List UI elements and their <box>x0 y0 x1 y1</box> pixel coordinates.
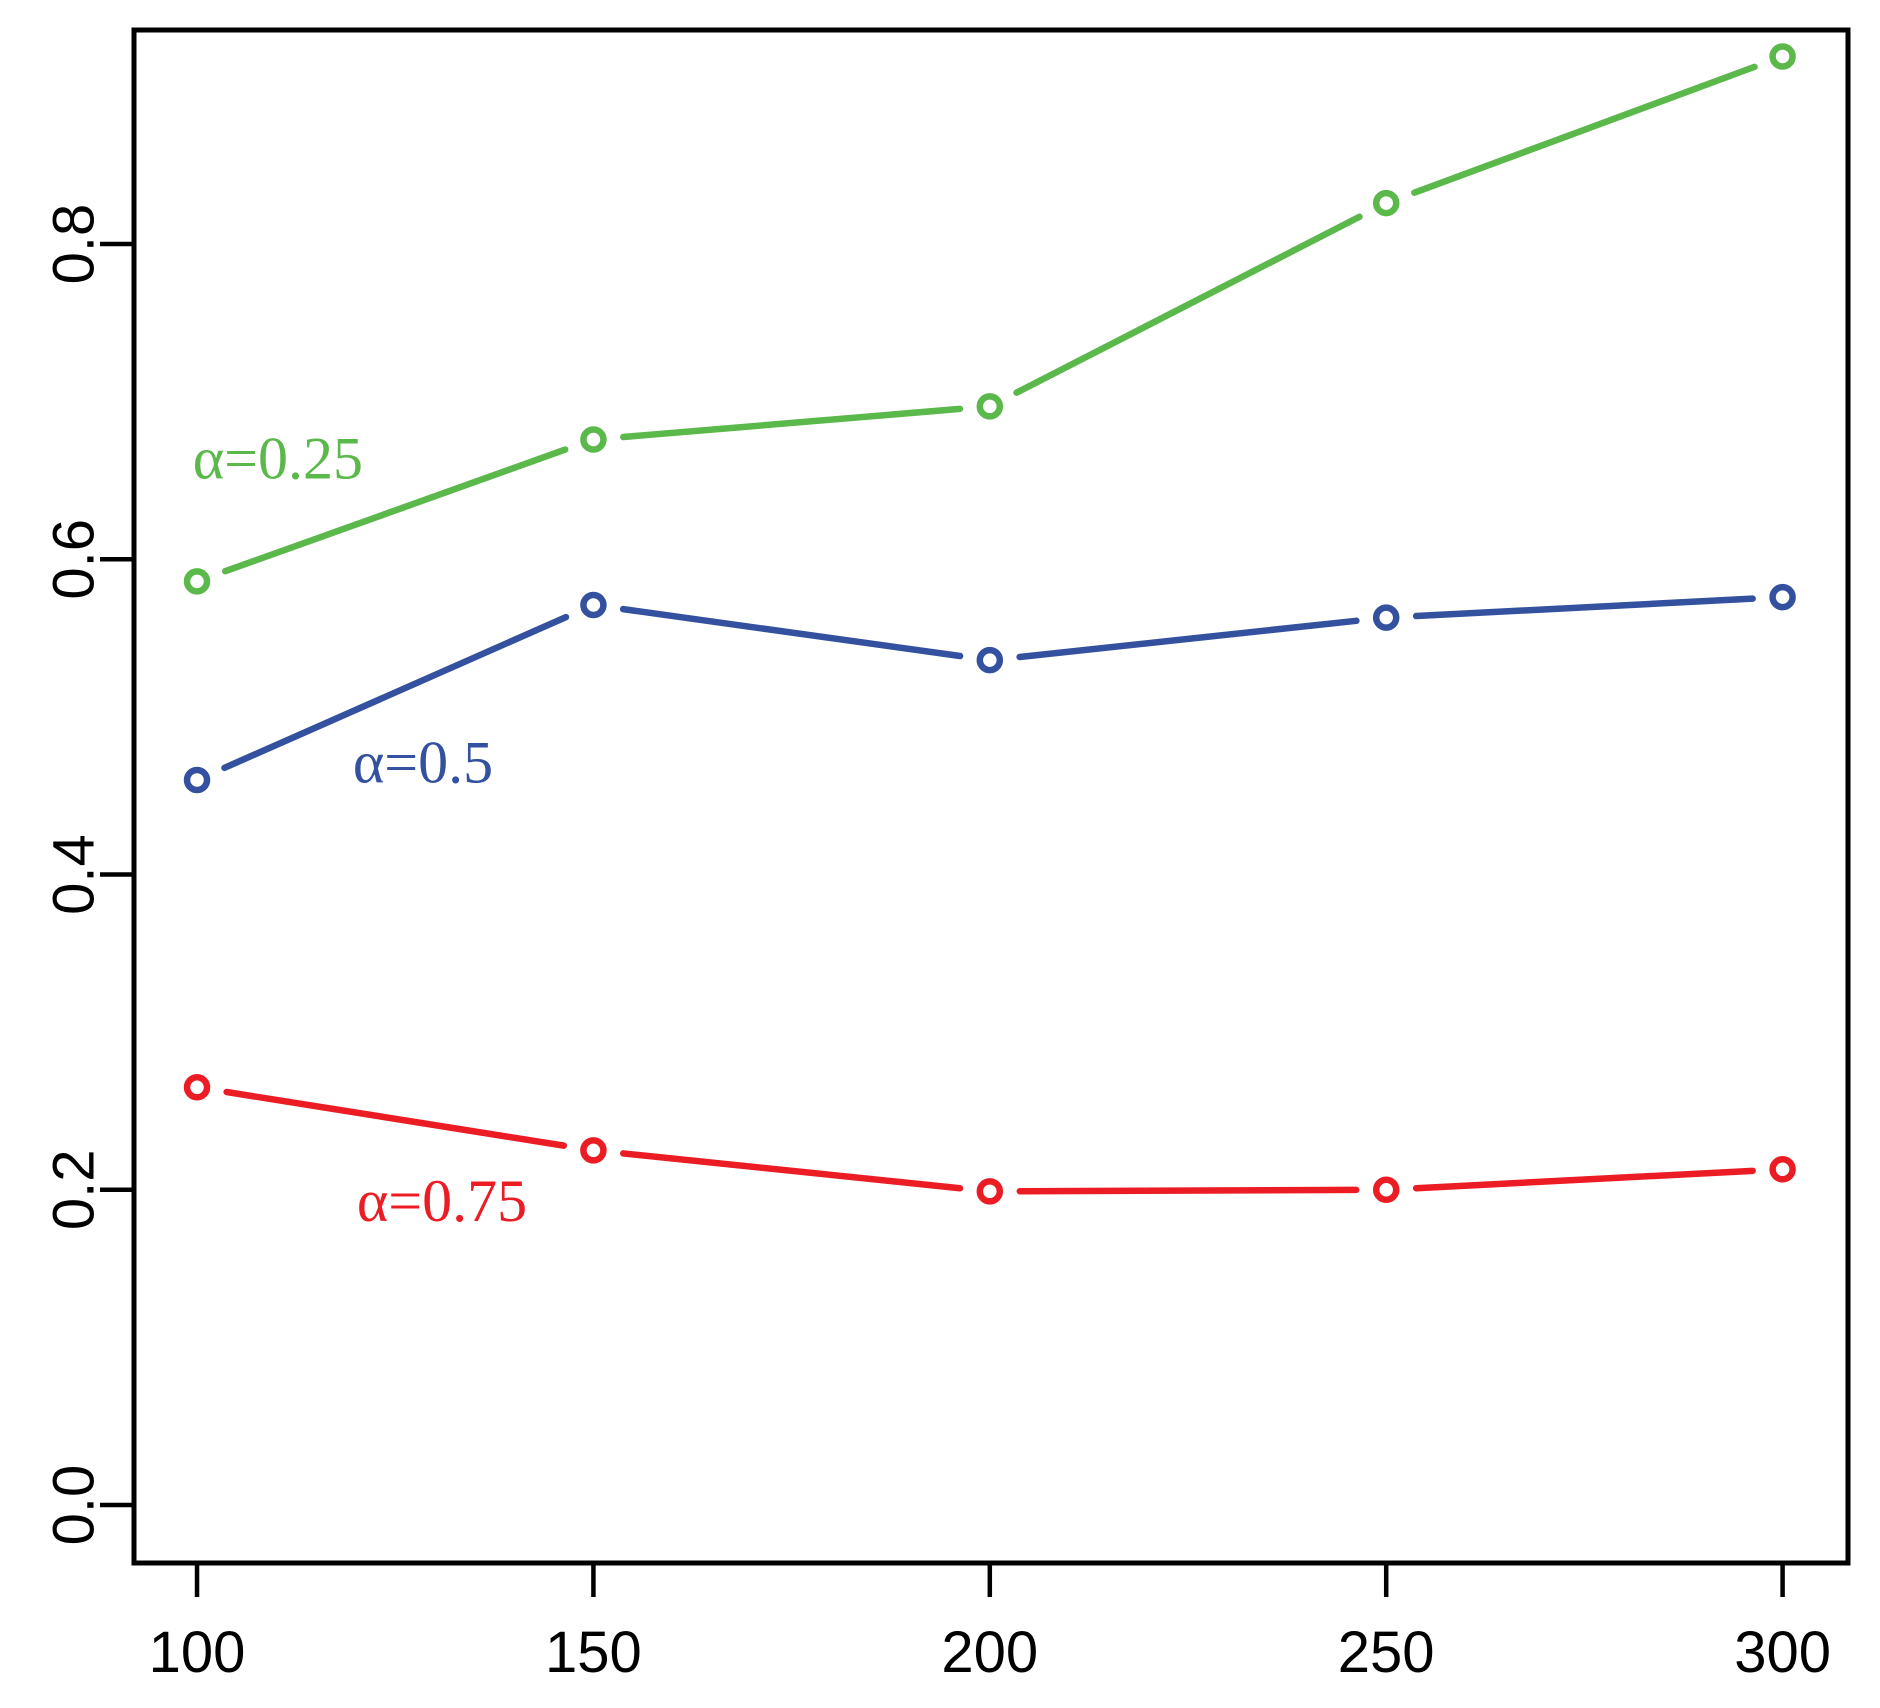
series-line-segment <box>1412 595 1756 620</box>
data-point-marker <box>1769 43 1796 70</box>
series-line-segment <box>1411 63 1758 196</box>
series-line-segment <box>221 613 570 772</box>
y-tick-label: 0.0 <box>41 1465 106 1546</box>
series-line-segment <box>1013 213 1363 396</box>
series-line-segment <box>1016 617 1360 661</box>
series-line-segment <box>619 605 964 660</box>
data-point-marker <box>183 766 211 794</box>
y-tick-label: 0.2 <box>41 1149 106 1230</box>
series-line-segment <box>620 405 964 441</box>
data-point-marker <box>1372 1176 1400 1204</box>
data-point-marker <box>1372 604 1400 631</box>
x-tick-label: 300 <box>1734 1620 1831 1685</box>
data-point-marker <box>1769 1156 1796 1183</box>
data-point-marker <box>580 591 607 619</box>
series-alpha-0.75 <box>183 1074 1796 1205</box>
x-tick-label: 100 <box>149 1620 246 1685</box>
x-tick-label: 150 <box>545 1620 642 1685</box>
plot-box <box>131 27 1851 1566</box>
y-axis: 0.0 0.2 0.4 0.6 0.8 <box>41 204 134 1546</box>
series-line-segment <box>223 1088 568 1149</box>
data-point-marker <box>183 1074 211 1101</box>
data-point-marker <box>580 1137 607 1164</box>
y-tick-label: 0.8 <box>41 204 106 285</box>
data-point-marker <box>580 426 607 453</box>
x-tick-label: 200 <box>941 1620 1038 1685</box>
data-point-marker <box>976 646 1004 674</box>
series-line-segment <box>1412 1167 1756 1192</box>
x-tick-label: 250 <box>1338 1620 1435 1685</box>
x-axis: 100 150 200 250 300 <box>149 1563 1831 1685</box>
series-alpha-0.5 <box>183 583 1796 794</box>
series-alpha-0.25 <box>183 43 1796 595</box>
y-tick-label: 0.4 <box>41 834 106 915</box>
series-line-segment <box>1016 1186 1360 1195</box>
data-point-marker <box>976 393 1004 420</box>
series-inline-label: α=0.75 <box>357 1168 527 1234</box>
series-inline-label: α=0.25 <box>193 425 363 491</box>
data-point-marker <box>183 568 211 595</box>
series-inline-label: α=0.5 <box>353 730 493 796</box>
y-tick-label: 0.6 <box>41 519 106 600</box>
data-point-marker <box>1372 189 1400 217</box>
series-line-segment <box>222 446 569 575</box>
data-point-marker <box>976 1178 1004 1205</box>
data-point-marker <box>1769 583 1796 611</box>
series-line-segment <box>620 1150 964 1192</box>
